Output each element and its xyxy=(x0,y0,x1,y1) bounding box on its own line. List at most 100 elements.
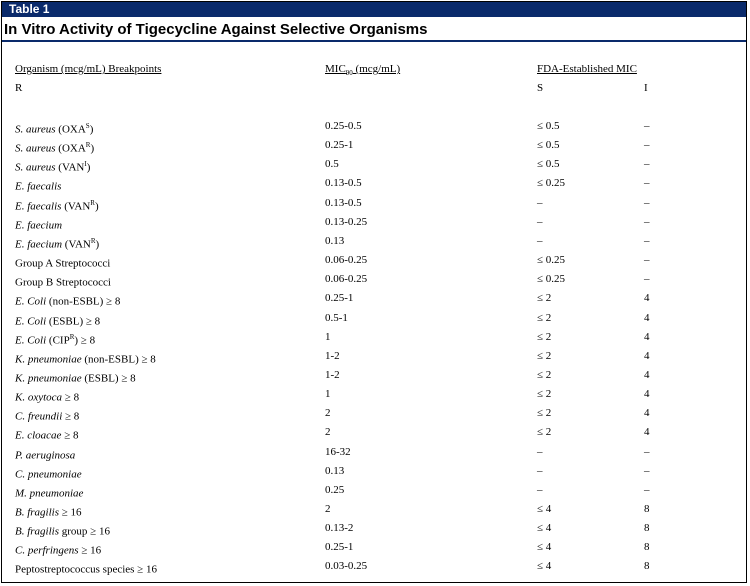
row-mic: 0.25-0.5 xyxy=(325,120,362,132)
organism-italic: P. aeruginosa xyxy=(15,449,76,462)
organism-italic: E. Coli xyxy=(15,334,47,347)
row-i: – xyxy=(644,158,650,170)
row-mic: 2 xyxy=(325,503,331,515)
organism-tail: ) xyxy=(86,161,91,174)
organism-italic: C. pneumoniae xyxy=(15,468,82,481)
organism-rest: (OXA xyxy=(55,123,86,136)
row-i: – xyxy=(644,139,650,151)
row-s: ≤ 0.5 xyxy=(537,139,560,151)
organism-italic: S. aureus xyxy=(15,161,56,174)
row-s: – xyxy=(537,235,543,247)
row-organism: E. faecalis xyxy=(15,176,61,194)
row-organism: E. cloacae ≥ 8 xyxy=(15,425,78,443)
row-mic: 0.06-0.25 xyxy=(325,273,368,285)
row-mic: 1 xyxy=(325,388,331,400)
row-organism: E. faecium (VANR) xyxy=(15,234,99,252)
row-s: – xyxy=(537,216,543,228)
row-i: 8 xyxy=(644,522,650,534)
row-organism: S. aureus (VANI) xyxy=(15,157,90,175)
row-organism: K. pneumoniae (ESBL) ≥ 8 xyxy=(15,368,136,386)
row-i: – xyxy=(644,446,650,458)
row-s: ≤ 4 xyxy=(537,541,552,553)
row-mic: 0.25-1 xyxy=(325,541,354,553)
header-i: I xyxy=(644,82,648,94)
row-mic: 0.13-0.5 xyxy=(325,197,362,209)
row-organism: E. faecium xyxy=(15,215,62,233)
row-s: ≤ 2 xyxy=(537,388,552,400)
row-organism: S. aureus (OXAR) xyxy=(15,138,94,156)
row-s: ≤ 0.25 xyxy=(537,273,566,285)
table-label: Table 1 xyxy=(2,2,746,17)
row-organism: E. Coli (ESBL) ≥ 8 xyxy=(15,311,100,329)
organism-rest: Group B Streptococci xyxy=(15,276,111,289)
row-s: ≤ 2 xyxy=(537,312,552,324)
row-organism: B. fragilis group ≥ 16 xyxy=(15,521,110,539)
organism-italic: S. aureus xyxy=(15,123,56,136)
organism-sup: I xyxy=(84,160,87,168)
row-i: 4 xyxy=(644,369,650,381)
organism-italic: E. faecalis xyxy=(15,180,62,193)
organism-sup: R xyxy=(85,141,91,149)
row-mic: 0.25-1 xyxy=(325,139,354,151)
organism-italic: C. freundii xyxy=(15,410,63,423)
organism-tail: ) ≥ 8 xyxy=(74,334,96,347)
row-i: 4 xyxy=(644,331,650,343)
row-s: ≤ 0.25 xyxy=(537,254,566,266)
organism-rest: (VAN xyxy=(61,200,91,213)
organism-italic: M. pneumoniae xyxy=(15,487,84,500)
organism-rest: (non-ESBL) ≥ 8 xyxy=(46,295,121,308)
row-i: 8 xyxy=(644,503,650,515)
header-organism: Organism (mcg/mL) Breakpoints xyxy=(15,63,162,75)
organism-italic: E. Coli xyxy=(15,295,47,308)
organism-sup: R xyxy=(90,237,96,245)
row-i: 4 xyxy=(644,292,650,304)
row-i: 4 xyxy=(644,388,650,400)
organism-sup: R xyxy=(90,199,95,207)
organism-italic: E. cloacae xyxy=(15,429,62,442)
organism-rest: (OXA xyxy=(55,142,86,155)
row-organism: P. aeruginosa xyxy=(15,445,75,463)
row-mic: 1-2 xyxy=(325,369,340,381)
row-mic: 1-2 xyxy=(325,350,340,362)
organism-italic: E. faecium xyxy=(15,238,63,251)
row-s: ≤ 4 xyxy=(537,503,552,515)
row-i: – xyxy=(644,254,650,266)
row-s: ≤ 4 xyxy=(537,560,552,572)
organism-italic: C. perfringens xyxy=(15,544,79,557)
row-s: ≤ 2 xyxy=(537,292,552,304)
row-s: – xyxy=(537,465,543,477)
organism-italic: B. fragilis xyxy=(15,506,60,519)
row-i: – xyxy=(644,235,650,247)
row-i: – xyxy=(644,177,650,189)
row-mic: 0.03-0.25 xyxy=(325,560,368,572)
row-mic: 0.5-1 xyxy=(325,312,348,324)
row-s: – xyxy=(537,197,543,209)
row-i: – xyxy=(644,120,650,132)
organism-italic: K. oxytoca xyxy=(15,391,63,404)
organism-tail: ) xyxy=(94,200,99,213)
organism-rest: ≥ 8 xyxy=(62,391,80,404)
row-s: ≤ 2 xyxy=(537,407,552,419)
row-i: 4 xyxy=(644,312,650,324)
row-s: – xyxy=(537,446,543,458)
organism-italic: B. fragilis xyxy=(15,525,60,538)
organism-tail: ) xyxy=(90,142,95,155)
organism-italic: S. aureus xyxy=(15,142,56,155)
row-i: 4 xyxy=(644,426,650,438)
row-s: ≤ 2 xyxy=(537,426,552,438)
row-mic: 0.25-1 xyxy=(325,292,354,304)
row-organism: C. perfringens ≥ 16 xyxy=(15,540,101,558)
row-s: ≤ 0.5 xyxy=(537,120,560,132)
title-divider xyxy=(2,40,746,42)
header-fda: FDA-Established MIC xyxy=(537,63,637,75)
row-mic: 0.13 xyxy=(325,235,345,247)
row-mic: 16-32 xyxy=(325,446,351,458)
organism-rest: (ESBL) ≥ 8 xyxy=(46,315,101,328)
row-organism: S. aureus (OXAS) xyxy=(15,119,93,137)
organism-rest: group ≥ 16 xyxy=(59,525,110,538)
row-mic: 0.13-2 xyxy=(325,522,354,534)
organism-rest: ≥ 8 xyxy=(61,429,79,442)
row-mic: 0.5 xyxy=(325,158,339,170)
row-organism: Peptostreptococcus species ≥ 16 xyxy=(15,559,157,577)
